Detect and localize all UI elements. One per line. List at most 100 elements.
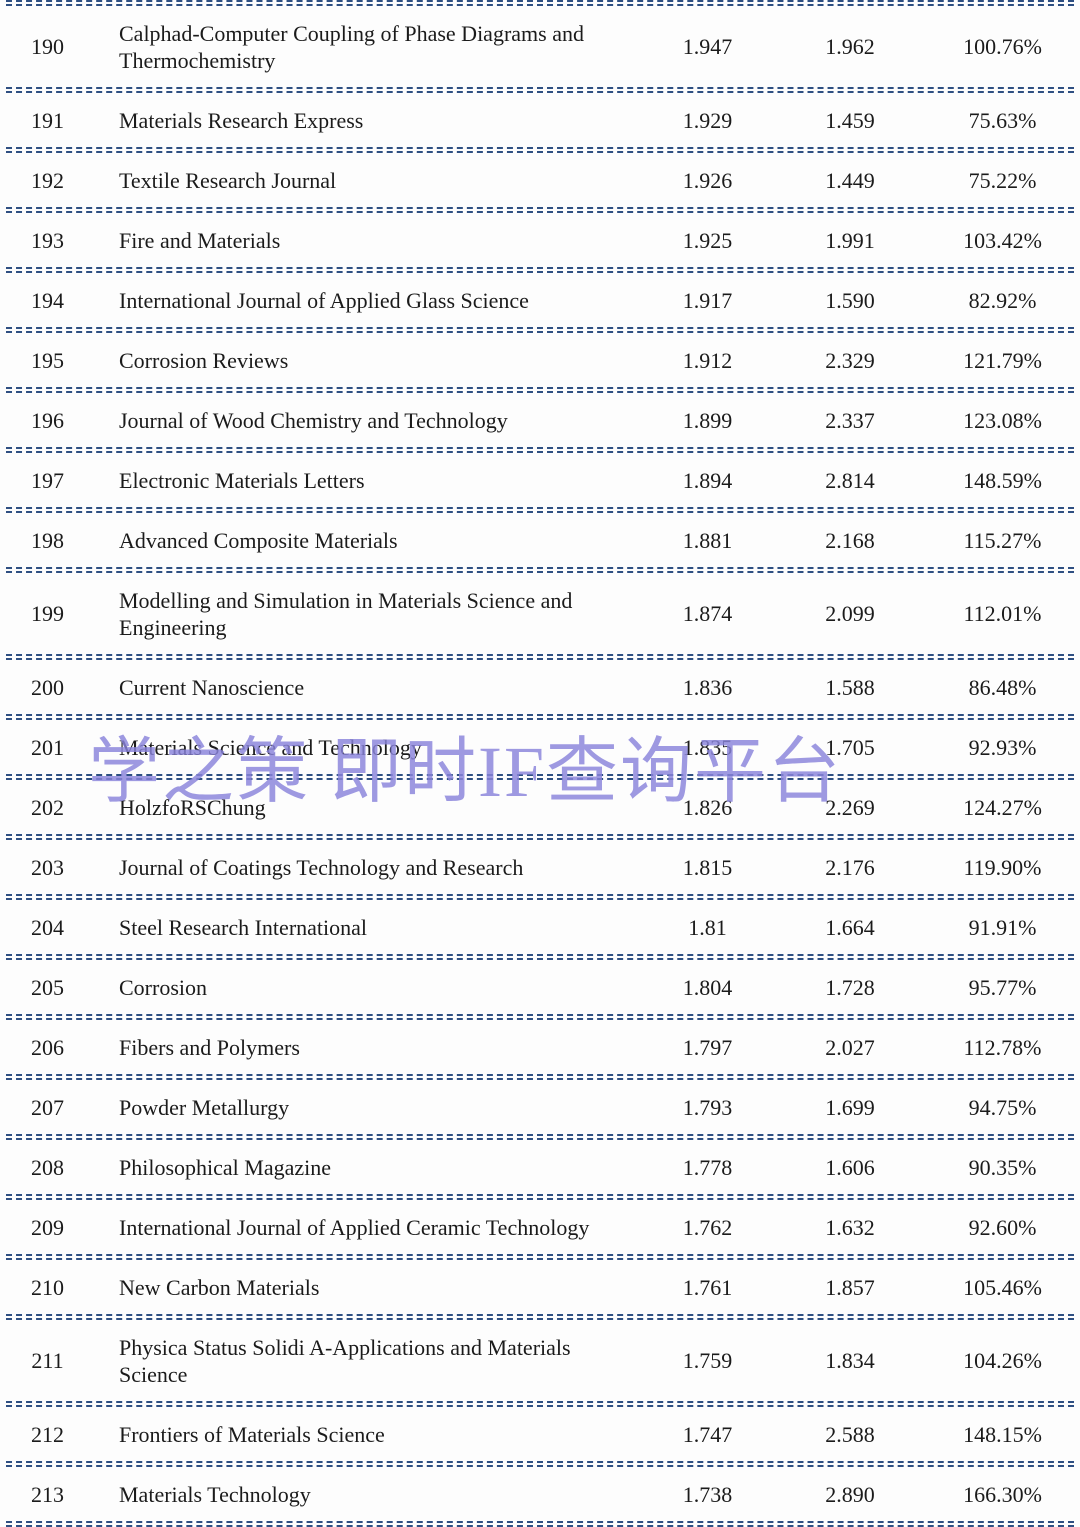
- ratio-cell: 123.08%: [963, 407, 1042, 433]
- table-row: 210 New Carbon Materials 1.761 1.857 105…: [0, 1260, 1080, 1314]
- journal-name-cell: Steel Research International: [119, 914, 368, 940]
- ratio-cell: 103.42%: [963, 227, 1042, 253]
- journal-name-cell: Advanced Composite Materials: [119, 527, 398, 553]
- if-value-cell: 1.761: [682, 1274, 733, 1300]
- table-row: 209 International Journal of Applied Cer…: [0, 1200, 1080, 1254]
- rank-cell: 193: [31, 227, 64, 253]
- journal-name-cell: International Journal of Applied Ceramic…: [119, 1214, 590, 1240]
- instant-if-cell: 1.728: [825, 974, 875, 1000]
- ratio-cell: 94.75%: [968, 1094, 1037, 1120]
- table-row: 203 Journal of Coatings Technology and R…: [0, 840, 1080, 894]
- if-value-cell: 1.815: [682, 854, 733, 880]
- row-separator: [6, 1134, 1074, 1140]
- ratio-cell: 92.60%: [968, 1214, 1037, 1240]
- ratio-cell: 105.46%: [963, 1274, 1042, 1300]
- table-row: 200 Current Nanoscience 1.836 1.588 86.4…: [0, 660, 1080, 714]
- row-separator: [6, 1254, 1074, 1260]
- row-separator: [6, 1461, 1074, 1467]
- if-value-cell: 1.759: [682, 1348, 733, 1373]
- rank-cell: 195: [31, 347, 64, 373]
- ratio-cell: 166.30%: [963, 1481, 1042, 1507]
- row-separator: [6, 507, 1074, 513]
- table-row: 201 Materials Science and Technology 1.8…: [0, 720, 1080, 774]
- if-value-cell: 1.778: [682, 1154, 733, 1180]
- journal-name-cell: Materials Research Express: [119, 107, 364, 133]
- table-row: 208 Philosophical Magazine 1.778 1.606 9…: [0, 1140, 1080, 1194]
- ratio-cell: 104.26%: [963, 1348, 1042, 1373]
- rank-cell: 211: [31, 1348, 64, 1373]
- row-separator: [6, 654, 1074, 660]
- if-value-cell: 1.804: [682, 974, 733, 1000]
- journal-name-cell: Corrosion Reviews: [119, 347, 289, 373]
- instant-if-cell: 2.176: [825, 854, 875, 880]
- journal-name-cell: Materials Science and Technology: [119, 734, 422, 760]
- instant-if-cell: 1.449: [825, 167, 875, 193]
- if-value-cell: 1.797: [682, 1034, 733, 1060]
- table-row: 207 Powder Metallurgy 1.793 1.699 94.75%: [0, 1080, 1080, 1134]
- if-value-cell: 1.925: [682, 227, 733, 253]
- ratio-cell: 112.01%: [963, 601, 1042, 626]
- ratio-cell: 148.59%: [963, 467, 1042, 493]
- row-separator: [6, 1521, 1074, 1527]
- table-row: 194 International Journal of Applied Gla…: [0, 273, 1080, 327]
- journal-name-cell: Powder Metallurgy: [119, 1094, 290, 1120]
- ratio-cell: 91.91%: [968, 914, 1037, 940]
- rank-cell: 207: [31, 1094, 64, 1120]
- table-row: 206 Fibers and Polymers 1.797 2.027 112.…: [0, 1020, 1080, 1074]
- journal-name-cell: Corrosion: [119, 974, 207, 1000]
- if-value-cell: 1.738: [682, 1481, 733, 1507]
- if-value-cell: 1.747: [682, 1421, 733, 1447]
- if-value-cell: 1.947: [682, 34, 733, 59]
- rank-cell: 212: [31, 1421, 64, 1447]
- ratio-cell: 75.63%: [968, 107, 1037, 133]
- rank-cell: 194: [31, 287, 64, 313]
- rank-cell: 203: [31, 854, 64, 880]
- instant-if-cell: 1.991: [825, 227, 875, 253]
- if-value-cell: 1.793: [682, 1094, 733, 1120]
- instant-if-cell: 2.027: [825, 1034, 875, 1060]
- table-row: 199 Modelling and Simulation in Material…: [0, 573, 1080, 654]
- rank-cell: 213: [31, 1481, 64, 1507]
- table-row: 192 Textile Research Journal 1.926 1.449…: [0, 153, 1080, 207]
- if-value-cell: 1.762: [682, 1214, 733, 1240]
- ratio-cell: 115.27%: [963, 527, 1042, 553]
- instant-if-cell: 1.834: [825, 1348, 875, 1373]
- table-row: 197 Electronic Materials Letters 1.894 2…: [0, 453, 1080, 507]
- rank-cell: 201: [31, 734, 64, 760]
- instant-if-cell: 1.632: [825, 1214, 875, 1240]
- journal-name-cell: Physica Status Solidi A-Applications and…: [119, 1334, 571, 1387]
- row-separator: [6, 447, 1074, 453]
- table-row: 211 Physica Status Solidi A-Applications…: [0, 1320, 1080, 1401]
- rank-cell: 190: [31, 34, 64, 59]
- journal-name-cell: Journal of Coatings Technology and Resea…: [119, 854, 524, 880]
- ratio-cell: 92.93%: [968, 734, 1037, 760]
- row-separator: [6, 267, 1074, 273]
- row-separator: [6, 0, 1074, 6]
- journal-name-cell: Materials Technology: [119, 1481, 311, 1507]
- if-value-cell: 1.835: [682, 734, 733, 760]
- instant-if-cell: 1.664: [825, 914, 875, 940]
- journal-name-cell: Philosophical Magazine: [119, 1154, 332, 1180]
- journal-name-cell: HolzfoRSChung: [119, 794, 266, 820]
- journal-name-cell: Fibers and Polymers: [119, 1034, 300, 1060]
- instant-if-cell: 2.588: [825, 1421, 875, 1447]
- if-value-cell: 1.926: [682, 167, 733, 193]
- row-separator: [6, 207, 1074, 213]
- if-value-cell: 1.81: [688, 914, 727, 940]
- instant-if-cell: 2.337: [825, 407, 875, 433]
- ratio-cell: 75.22%: [968, 167, 1037, 193]
- rank-cell: 206: [31, 1034, 64, 1060]
- row-separator: [6, 327, 1074, 333]
- instant-if-cell: 1.962: [825, 34, 875, 59]
- if-value-cell: 1.894: [682, 467, 733, 493]
- journal-name-cell: Modelling and Simulation in Materials Sc…: [119, 587, 573, 640]
- rank-cell: 205: [31, 974, 64, 1000]
- rank-cell: 192: [31, 167, 64, 193]
- instant-if-cell: 2.099: [825, 601, 875, 626]
- table-row: 205 Corrosion 1.804 1.728 95.77%: [0, 960, 1080, 1014]
- rank-cell: 208: [31, 1154, 64, 1180]
- row-separator: [6, 1401, 1074, 1407]
- rank-cell: 199: [31, 601, 64, 626]
- journal-name-cell: New Carbon Materials: [119, 1274, 320, 1300]
